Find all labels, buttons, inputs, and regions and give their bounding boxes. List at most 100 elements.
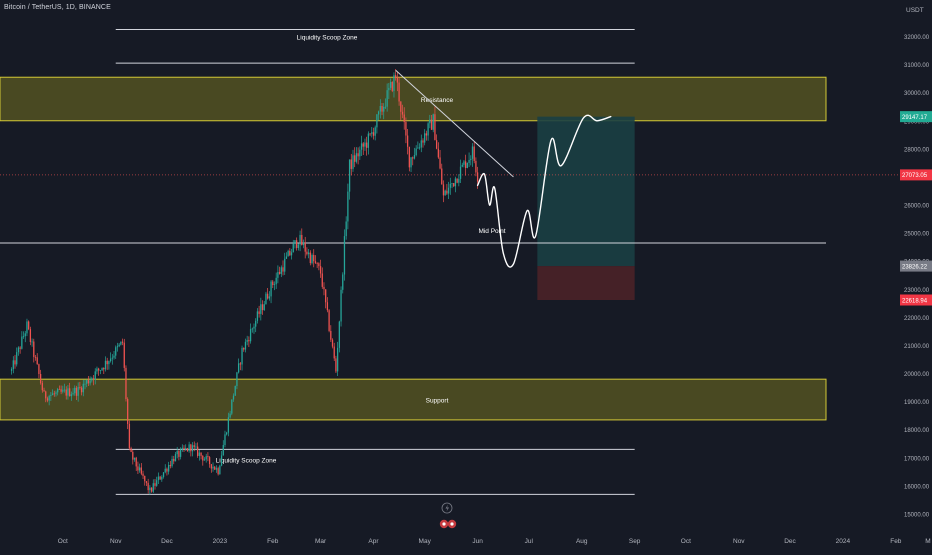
candle-body: [338, 321, 340, 348]
candle-body: [191, 445, 194, 452]
candle-body: [50, 395, 52, 397]
candle-body: [420, 140, 422, 148]
candle-body: [203, 459, 206, 461]
candle-body: [33, 341, 35, 357]
x-tick-label: Nov: [733, 538, 745, 545]
candle-body: [459, 166, 462, 179]
candle-body: [476, 172, 479, 182]
candle-body: [231, 399, 233, 414]
candle-body: [253, 326, 255, 329]
candle-body: [313, 254, 315, 262]
candle-body: [137, 466, 139, 471]
axes-layer: USDT 15000.00 16000.00 17000.00 18000.00 1900…: [58, 7, 931, 545]
currency-label: USDT: [906, 7, 924, 14]
candle-body: [17, 347, 20, 353]
candle-body: [142, 473, 144, 476]
candle-body: [63, 389, 66, 391]
candle-body: [357, 153, 359, 157]
candle-body: [304, 242, 306, 252]
candle-body: [36, 357, 38, 365]
candle-body: [152, 483, 154, 492]
symbol-header: Bitcoin / TetherUS, 1D, BINANCE: [4, 4, 111, 11]
candle-body: [41, 383, 43, 391]
candle-body: [166, 468, 168, 472]
candle-body: [12, 360, 14, 370]
candle-body: [190, 444, 192, 452]
candle-body: [400, 101, 402, 112]
candle-body: [91, 378, 93, 381]
candle-body: [130, 448, 132, 452]
candle-body: [132, 451, 134, 460]
candle-body: [289, 250, 291, 256]
x-tick-label: Feb: [890, 538, 902, 545]
candle-body: [456, 178, 458, 183]
candle-body: [377, 111, 380, 115]
candle-body: [294, 240, 296, 244]
candle-body: [109, 358, 112, 362]
candle-body: [173, 458, 175, 462]
candle-body: [285, 256, 288, 259]
y-tick-label: 26000.00: [904, 204, 930, 210]
candle-body: [120, 341, 122, 345]
candle-body: [290, 252, 293, 256]
mid-point-label: Mid Point: [478, 228, 505, 235]
candle-body: [104, 360, 107, 370]
candle-body: [244, 341, 247, 350]
candle-body: [328, 310, 330, 331]
candle-body: [355, 153, 358, 162]
y-tick-label: 17000.00: [904, 456, 930, 462]
candle-body: [195, 446, 197, 448]
candle-body: [335, 358, 337, 372]
zone-1: [0, 378, 827, 421]
candle-body: [422, 140, 424, 143]
candle-body: [470, 158, 472, 160]
candle-body: [202, 455, 204, 461]
candle-body: [319, 266, 322, 274]
candle-body: [367, 133, 370, 148]
candle-body: [461, 164, 463, 167]
candle-body: [133, 457, 136, 460]
candle-body: [149, 487, 151, 491]
candle-body: [115, 347, 117, 356]
candle-body: [449, 183, 451, 188]
candle-body: [67, 388, 69, 396]
candle-body: [16, 352, 18, 365]
candle-body: [330, 330, 332, 340]
candle-body: [306, 251, 308, 255]
candle-body: [29, 329, 32, 342]
candle-body: [128, 423, 131, 449]
candle-body: [161, 476, 163, 480]
candle-body: [343, 236, 346, 275]
candle-body: [198, 452, 201, 456]
price-labels-layer: 29147.17 27073.05 23826.22 22618.94: [900, 111, 932, 306]
candle-body: [21, 336, 23, 349]
candle-body: [425, 133, 428, 136]
y-tick-label: 21000.00: [904, 344, 930, 350]
candle-body: [99, 370, 102, 371]
candle-body: [336, 347, 339, 372]
candle-body: [46, 398, 49, 401]
candle-body: [381, 106, 383, 112]
y-tick-label: 15000.00: [904, 513, 930, 519]
candle-body: [309, 252, 311, 264]
candle-body: [121, 341, 124, 343]
candle-body: [210, 464, 212, 469]
candle-body: [174, 454, 177, 462]
candle-body: [331, 339, 334, 347]
x-tick-label: Sep: [629, 538, 641, 545]
candle-body: [28, 321, 30, 330]
candles-layer: [10, 69, 479, 495]
candle-body: [125, 367, 127, 400]
candle-body: [22, 336, 25, 337]
position-layer: [537, 116, 635, 300]
price-tag-text-2: 23826.22: [902, 264, 928, 270]
candle-body: [157, 476, 160, 481]
y-tick-label: 20000.00: [904, 372, 930, 378]
candle-body: [403, 114, 405, 123]
candle-body: [458, 178, 460, 183]
x-tick-label: Jun: [472, 538, 483, 545]
candle-body: [89, 380, 91, 384]
candle-body: [255, 320, 257, 327]
